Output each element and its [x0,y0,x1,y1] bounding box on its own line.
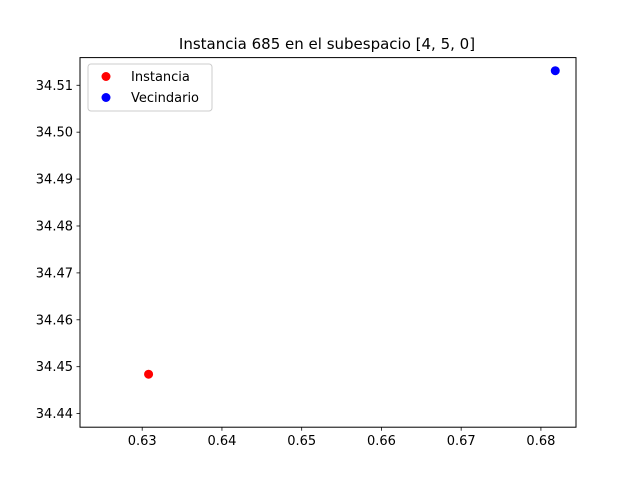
x-tick-label: 0.64 [207,434,236,449]
y-tick-label: 34.46 [36,313,73,328]
legend: Instancia Vecindario [87,63,213,112]
y-tick-label: 34.49 [36,173,73,188]
legend-label-instancia: Instancia [131,70,190,85]
x-tick-label: 0.67 [447,434,476,449]
y-tick-label: 34.48 [36,219,73,234]
plot-area-frame [79,57,577,428]
legend-marker-vecindario [101,93,111,102]
legend-box [87,63,213,112]
x-tick-label: 0.68 [526,434,555,449]
data-points [144,66,560,379]
x-tick-label: 0.63 [128,434,157,449]
data-point-vecindario [550,66,560,76]
axis-ticks: 0.63 0.64 0.65 0.66 0.67 0.68 34.44 34.45 34.46 3… [36,79,556,449]
x-tick-label: 0.65 [287,434,316,449]
legend-marker-instancia [101,72,111,81]
data-point-instancia [144,369,154,379]
y-tick-label: 34.45 [36,360,73,375]
x-tick-label: 0.66 [367,434,396,449]
legend-label-vecindario: Vecindario [131,91,199,106]
y-tick-label: 34.44 [36,407,73,422]
y-tick-label: 34.51 [36,79,73,94]
chart-title: Instancia 685 en el subespacio [4, 5, 0] [179,35,475,53]
y-tick-label: 34.47 [36,266,73,281]
y-tick-label: 34.50 [36,126,73,141]
